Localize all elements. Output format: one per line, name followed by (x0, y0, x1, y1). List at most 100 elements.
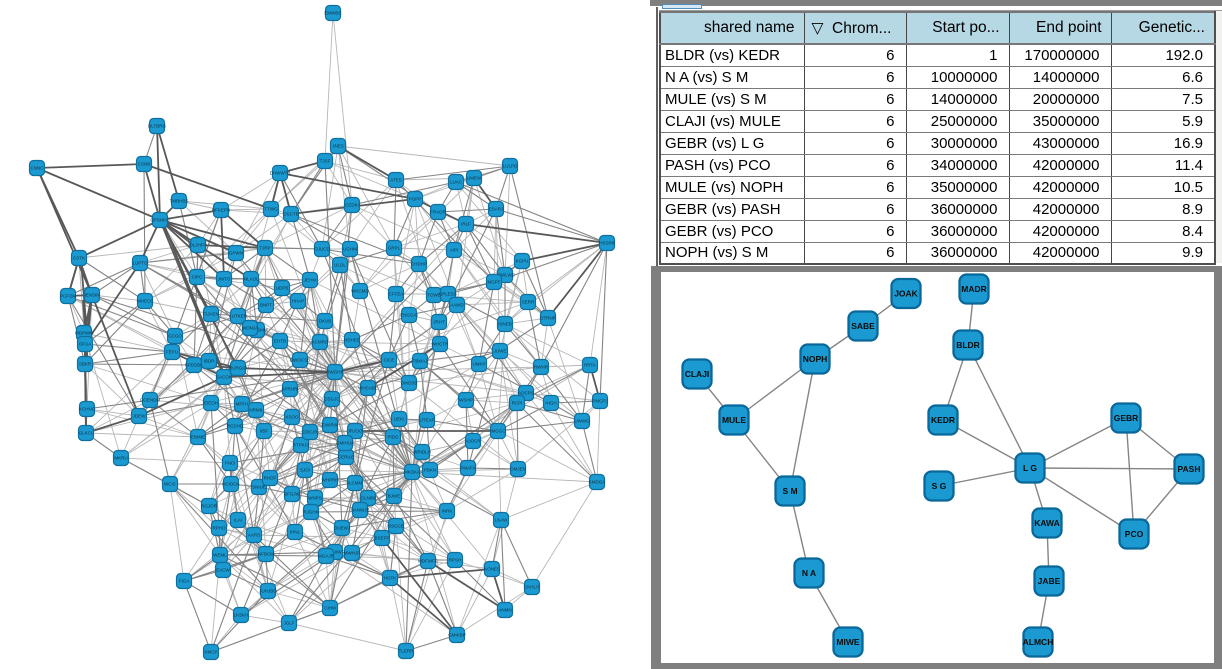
svg-text:RURGIO: RURGIO (229, 366, 247, 371)
svg-text:JUHJBO: JUHJBO (259, 589, 277, 594)
svg-text:CSNB: CSNB (138, 162, 151, 167)
svg-text:GPWN: GPWN (229, 251, 243, 256)
svg-text:FEPU: FEPU (166, 350, 178, 355)
svg-text:UGHM: UGHM (343, 247, 357, 252)
svg-text:LKSKH: LKSKH (234, 613, 249, 618)
svg-text:CHDHP: CHDHP (411, 262, 427, 267)
svg-text:KGPU: KGPU (516, 259, 529, 264)
svg-text:HSSRK: HSSRK (599, 241, 615, 246)
svg-text:MKDKA: MKDKA (404, 470, 420, 475)
svg-text:S M: S M (782, 486, 797, 496)
svg-text:MPFH: MPFH (236, 402, 249, 407)
svg-text:BLDR: BLDR (956, 340, 980, 350)
svg-text:KMCP: KMCP (204, 650, 217, 655)
svg-text:LUTKER: LUTKER (229, 314, 248, 319)
svg-text:GOENDM: GOENDM (140, 398, 161, 403)
svg-text:LUPTO: LUPTO (133, 261, 148, 266)
svg-text:KJJIW: KJJIW (329, 550, 343, 555)
svg-text:IMGGC: IMGGC (490, 429, 506, 434)
svg-text:WHPRH: WHPRH (322, 478, 339, 483)
svg-text:PASH: PASH (1178, 464, 1201, 474)
svg-text:AOCRS: AOCRS (518, 391, 534, 396)
svg-text:WKCMO: WKCMO (351, 289, 369, 294)
svg-text:JUWE: JUWE (494, 349, 507, 354)
svg-text:MGPF: MGPF (488, 280, 501, 285)
svg-text:PMAFA: PMAFA (460, 466, 475, 471)
svg-text:IIBF: IIBF (260, 429, 269, 434)
svg-text:FRAGR: FRAGR (430, 210, 447, 215)
svg-text:TJSF: TJSF (320, 159, 331, 164)
svg-text:MLAOL: MLAOL (243, 277, 259, 282)
svg-text:CKHLIT: CKHLIT (524, 585, 540, 590)
svg-text:JNES: JNES (332, 144, 344, 149)
svg-text:ESARJ: ESARJ (489, 207, 504, 212)
svg-text:BNPT: BNPT (260, 303, 272, 308)
svg-text:DWOCSB: DWOCSB (290, 358, 310, 363)
svg-text:INRK: INRK (442, 509, 453, 514)
svg-text:OUEWJ: OUEWJ (334, 526, 350, 531)
svg-text:NOPH: NOPH (803, 354, 828, 364)
svg-text:UDPB: UDPB (276, 286, 289, 291)
svg-text:UWWG: UWWG (574, 419, 590, 424)
svg-text:TJRP: TJRP (259, 246, 270, 251)
svg-text:WHCABE: WHCABE (358, 386, 378, 391)
svg-text:ILAI: ILAI (234, 518, 242, 523)
svg-text:CERILE: CERILE (338, 455, 354, 460)
svg-text:HCFK: HCFK (384, 576, 396, 581)
svg-text:UMEW: UMEW (467, 176, 482, 181)
svg-text:DLTBRG: DLTBRG (148, 124, 166, 129)
svg-text:UPLESS: UPLESS (439, 292, 457, 297)
svg-text:RJGHK: RJGHK (303, 510, 318, 515)
svg-text:UMKP: UMKP (472, 362, 485, 367)
svg-text:JRHT: JRHT (433, 320, 445, 325)
svg-text:OFUA: OFUA (79, 342, 92, 347)
svg-text:LULPD: LULPD (503, 164, 518, 169)
svg-text:ATES: ATES (390, 178, 401, 183)
svg-text:GMIHUA: GMIHUA (336, 441, 354, 446)
svg-text:CLAJI: CLAJI (685, 369, 710, 379)
svg-text:KONES: KONES (484, 567, 500, 572)
svg-text:FIOA: FIOA (179, 579, 190, 584)
svg-text:FNCI: FNCI (225, 461, 236, 466)
svg-text:KCHNC: KCHNC (79, 407, 96, 412)
svg-text:DHWWTB: DHWWTB (270, 171, 291, 176)
svg-text:WONJA: WONJA (242, 326, 258, 331)
svg-text:EMWBC: EMWBC (324, 11, 342, 16)
svg-text:WNPS: WNPS (308, 496, 322, 501)
svg-text:SNIUE: SNIUE (252, 485, 266, 490)
svg-text:RCDHD: RCDHD (227, 424, 244, 429)
svg-text:BSEFP: BSEFP (375, 536, 390, 541)
svg-text:HANWJB: HANWJB (351, 508, 370, 513)
svg-text:SJOI: SJOI (300, 468, 310, 473)
svg-text:APWLWC: APWLWC (495, 273, 516, 278)
svg-text:UTEAP: UTEAP (419, 418, 434, 423)
svg-text:ANMN: ANMN (498, 608, 511, 613)
svg-text:PMCPJ: PMCPJ (592, 399, 607, 404)
svg-text:HHAP: HHAP (292, 299, 305, 304)
svg-text:KSOO: KSOO (285, 415, 299, 420)
svg-text:PIDG: PIDG (387, 435, 399, 440)
svg-text:GCGO: GCGO (168, 334, 182, 339)
svg-text:ALMCH: ALMCH (1023, 637, 1054, 647)
svg-text:DSGJC: DSGJC (324, 397, 340, 402)
svg-text:NFBCM: NFBCM (258, 552, 274, 557)
svg-text:OTRNR: OTRNR (540, 316, 557, 321)
svg-text:RHDF: RHDF (264, 476, 277, 481)
svg-text:SACOK: SACOK (216, 375, 232, 380)
svg-text:HCIDOA: HCIDOA (222, 482, 240, 487)
svg-text:AIPI: AIPI (450, 248, 459, 253)
svg-text:TTWG: TTWG (264, 207, 278, 212)
svg-text:RWGHR: RWGHR (326, 370, 344, 375)
svg-text:DMOSB: DMOSB (401, 381, 418, 386)
svg-text:ISNEB: ISNEB (498, 322, 512, 327)
svg-text:MDPWM: MDPWM (75, 331, 93, 336)
svg-text:JGLF: JGLF (283, 621, 294, 626)
svg-text:KAWA: KAWA (1034, 518, 1060, 528)
svg-text:CIHM: CIHM (324, 606, 336, 611)
svg-text:JRJOO: JRJOO (348, 429, 363, 434)
svg-text:UEKI: UEKI (394, 417, 405, 422)
svg-text:ENIME: ENIME (191, 435, 205, 440)
svg-text:WSHP: WSHP (459, 398, 473, 403)
svg-text:CFFEA: CFFEA (389, 292, 404, 297)
svg-text:CSTK: CSTK (73, 256, 85, 261)
